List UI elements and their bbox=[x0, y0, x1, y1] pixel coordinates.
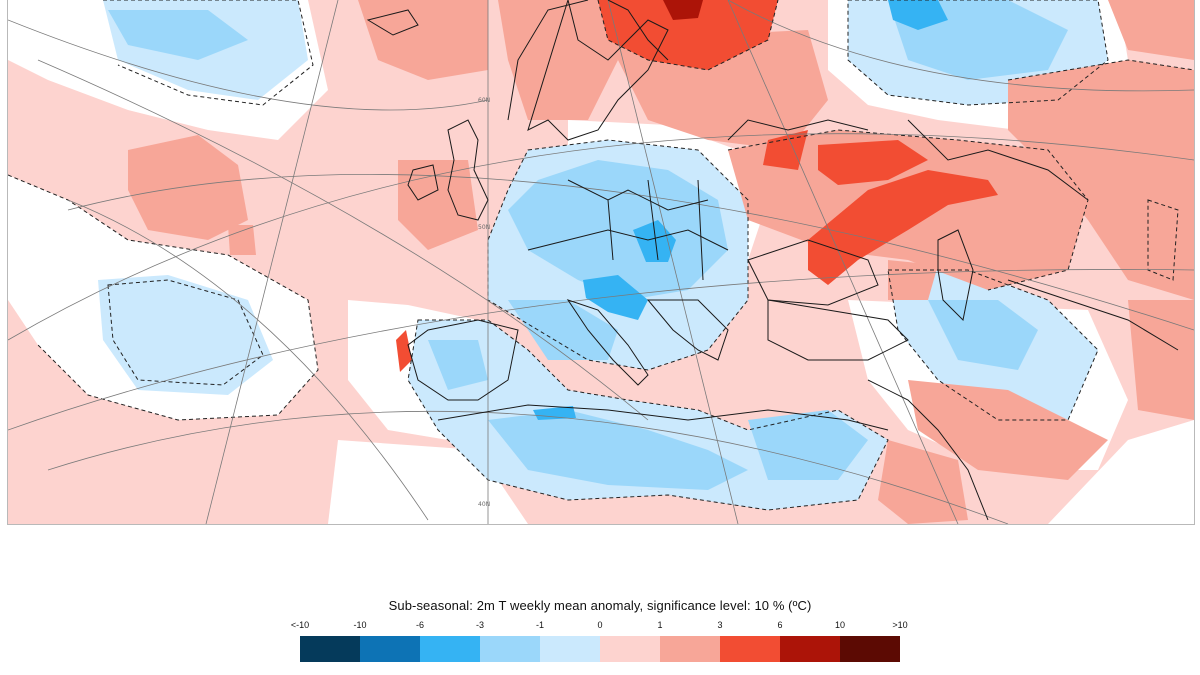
significance-contours bbox=[8, 0, 1194, 511]
anomaly-map: 60N 50N 40N bbox=[7, 0, 1195, 525]
legend-tick: 6 bbox=[777, 620, 783, 630]
legend-swatch bbox=[300, 636, 360, 662]
warm-anomaly-very-strong bbox=[663, 0, 703, 20]
legend-swatch bbox=[480, 636, 540, 662]
legend-tick: <-10 bbox=[290, 620, 310, 630]
legend-title: Sub-seasonal: 2m T weekly mean anomaly, … bbox=[388, 598, 812, 613]
legend-tick: -10 bbox=[353, 620, 367, 630]
legend-ticks: <-10 -10 -6 -3 -1 0 1 3 6 10 >10 bbox=[0, 620, 1200, 632]
legend-tick: 3 bbox=[717, 620, 723, 630]
legend-swatch bbox=[660, 636, 720, 662]
legend-swatch bbox=[720, 636, 780, 662]
legend-swatch bbox=[360, 636, 420, 662]
lat-label-40n: 40N bbox=[478, 501, 490, 508]
legend-tick: -6 bbox=[415, 620, 424, 630]
lat-label-50n: 50N bbox=[478, 224, 490, 231]
legend-swatch bbox=[540, 636, 600, 662]
cool-anomaly-medium bbox=[108, 0, 1068, 490]
legend-tick: 10 bbox=[834, 620, 845, 630]
legend-tick: -1 bbox=[535, 620, 544, 630]
legend-swatch bbox=[420, 636, 480, 662]
legend-swatch bbox=[780, 636, 840, 662]
legend-tick: >10 bbox=[892, 620, 908, 630]
legend-tick: 1 bbox=[657, 620, 663, 630]
legend-swatch bbox=[840, 636, 900, 662]
legend-tick: 0 bbox=[597, 620, 603, 630]
legend-color-bar bbox=[300, 636, 900, 662]
latitude-labels: 60N 50N 40N bbox=[478, 97, 490, 508]
legend-tick: -3 bbox=[475, 620, 484, 630]
lat-label-60n: 60N bbox=[478, 97, 490, 104]
legend-swatch bbox=[600, 636, 660, 662]
graticule bbox=[8, 0, 1194, 524]
coastlines-and-borders bbox=[366, 0, 1179, 521]
